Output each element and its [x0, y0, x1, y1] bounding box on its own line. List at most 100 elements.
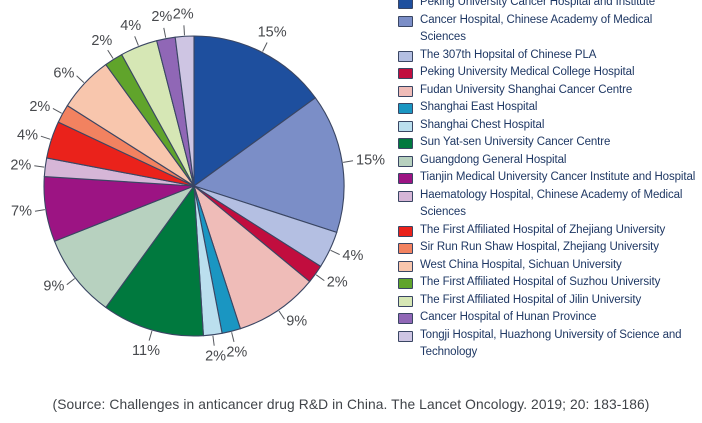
legend-item: The First Affiliated Hospital of Suzhou … [398, 274, 700, 292]
legend-label: Cancer Hospital of Hunan Province [420, 311, 597, 323]
legend-label: Fudan University Shanghai Cancer Centre [420, 83, 633, 96]
pie-slice-percent-label: 15% [356, 152, 385, 168]
legend-swatch [398, 295, 413, 307]
legend-swatch [398, 260, 413, 272]
pie-slice-percent-label: 2% [205, 349, 226, 365]
legend-item: Peking University Medical College Hospit… [398, 64, 700, 82]
pie-label-tick [34, 209, 45, 212]
legend-swatch [398, 330, 413, 342]
legend-item: Shanghai Chest Hospital [398, 117, 700, 135]
pie-label-tick [262, 42, 268, 52]
legend-label: Peking University Medical College Hospit… [420, 66, 635, 78]
pie-slice-percent-label: 7% [11, 204, 32, 220]
pie-slice-percent-label: 4% [342, 248, 363, 264]
legend-item: West China Hospital, Sichuan University [398, 257, 700, 275]
pie-label-tick [148, 330, 153, 341]
pie-slice-percent-label: 2% [226, 345, 247, 361]
pie-slice-percent-label: 2% [91, 33, 112, 49]
legend-label: West China Hospital, Sichuan University [420, 258, 622, 271]
legend-label: The First Affiliated Hospital of Jilin U… [420, 293, 642, 306]
legend-label: Haematology Hospital, Chinese Academy of… [420, 188, 683, 219]
legend-label: The First Affiliated Hospital of Zhejian… [420, 223, 666, 236]
pie-label-tick [212, 335, 215, 346]
pie-slice-percent-label: 2% [173, 6, 194, 22]
legend-swatch [398, 313, 413, 324]
legend-item: Guangdong General Hospital [398, 152, 700, 170]
pie-slice-percent-label: 4% [120, 18, 141, 34]
legend-item: Tongji Hospital, Huazhong University of … [398, 327, 700, 362]
pie-label-tick [34, 165, 45, 168]
pie-slice-percent-label: 11% [132, 343, 160, 359]
pie-slice [193, 35, 316, 187]
legend-item: The 307th Hopsital of Chinese PLA [398, 47, 700, 65]
legend-item: The First Affiliated Hospital of Jilin U… [398, 292, 700, 310]
pie-label-tick [183, 25, 185, 36]
pie-slice [105, 185, 204, 337]
legend-item: Cancer Hospital of Hunan Province [398, 309, 700, 327]
pie-chart: 15%15%4%2%9%2%2%11%9%7%2%4%2%6%2%4%2% 2% [10, 6, 385, 365]
pie-slice-percent-label: 2% [327, 274, 348, 290]
legend-swatch [398, 278, 413, 289]
legend-label: Guangdong General Hospital [420, 153, 567, 166]
pie-slice-percent-label: 2% [29, 99, 50, 115]
legend-swatch [398, 173, 413, 184]
pie-label-tick [343, 160, 354, 163]
legend-label: Shanghai East Hospital [420, 101, 538, 113]
legend-label: Peking University Cancer Hospital and In… [420, 0, 655, 8]
legend-swatch [398, 225, 413, 237]
legend-swatch [398, 15, 413, 27]
legend-label: Sir Run Run Shaw Hospital, Zhejiang Univ… [420, 241, 659, 253]
legend-item: Sir Run Run Shaw Hospital, Zhejiang Univ… [398, 239, 700, 257]
legend-swatch [398, 85, 413, 97]
pie-slice-percent-label: 4% [17, 127, 38, 143]
legend-item: Shanghai East Hospital [398, 99, 700, 117]
legend-swatch [398, 68, 413, 79]
legend: Peking University Cancer Hospital and In… [398, 0, 700, 362]
pie-label-tick [107, 49, 114, 59]
legend-label: Sun Yat-sen University Cancer Centre [420, 136, 611, 148]
source-citation: (Source: Challenges in anticancer drug R… [52, 397, 650, 412]
legend-label: Cancer Hospital, Chinese Academy of Medi… [420, 13, 653, 44]
legend-swatch [398, 155, 413, 167]
pie-slice-percent-label: 6% [53, 66, 74, 82]
legend-label: The 307th Hopsital of Chinese PLA [420, 48, 597, 61]
pie-slice [174, 35, 195, 187]
pie-label-tick [315, 274, 325, 282]
legend-item: Cancer Hospital, Chinese Academy of Medi… [398, 12, 700, 47]
pie-slice-percent-label: 9% [286, 314, 307, 330]
legend-swatch [398, 190, 413, 202]
legend-swatch [398, 0, 413, 9]
pie-label-tick [134, 36, 139, 46]
legend-label: Tongji Hospital, Huazhong University of … [420, 328, 682, 359]
legend-item: The First Affiliated Hospital of Zhejian… [398, 222, 700, 240]
pie-label-tick [76, 75, 85, 83]
pie-label-tick [66, 278, 76, 286]
pie-label-tick [231, 332, 235, 343]
pie-label-tick [40, 135, 51, 140]
legend-swatch [398, 50, 413, 62]
pie-label-tick [52, 107, 62, 114]
legend-item: Fudan University Shanghai Cancer Centre [398, 82, 700, 100]
pie-slice-percent-label: 2% [10, 157, 31, 173]
pie-slice [193, 185, 311, 330]
legend-item: Tianjin Medical University Cancer Instit… [398, 169, 700, 187]
pie-label-tick [163, 27, 167, 38]
legend-swatch [398, 138, 413, 149]
legend-swatch [398, 103, 413, 114]
legend-item: Sun Yat-sen University Cancer Centre [398, 134, 700, 152]
legend-item: Haematology Hospital, Chinese Academy of… [398, 187, 700, 222]
pie-slice-percent-label: 15% [258, 25, 287, 41]
pie-slice [53, 185, 195, 308]
legend-item: Peking University Cancer Hospital and In… [398, 0, 700, 12]
pie-slice [193, 97, 345, 233]
pie-label-tick [330, 249, 340, 256]
pie-label-tick [278, 310, 285, 320]
legend-label: Tianjin Medical University Cancer Instit… [420, 171, 696, 183]
legend-swatch [398, 243, 413, 254]
pie-slice-percent-label: 9% [43, 279, 64, 295]
legend-label: Shanghai Chest Hospital [420, 118, 545, 131]
legend-swatch [398, 120, 413, 132]
legend-label: The First Affiliated Hospital of Suzhou … [420, 276, 661, 288]
pie-slice-percent-label: 2% [151, 9, 172, 25]
